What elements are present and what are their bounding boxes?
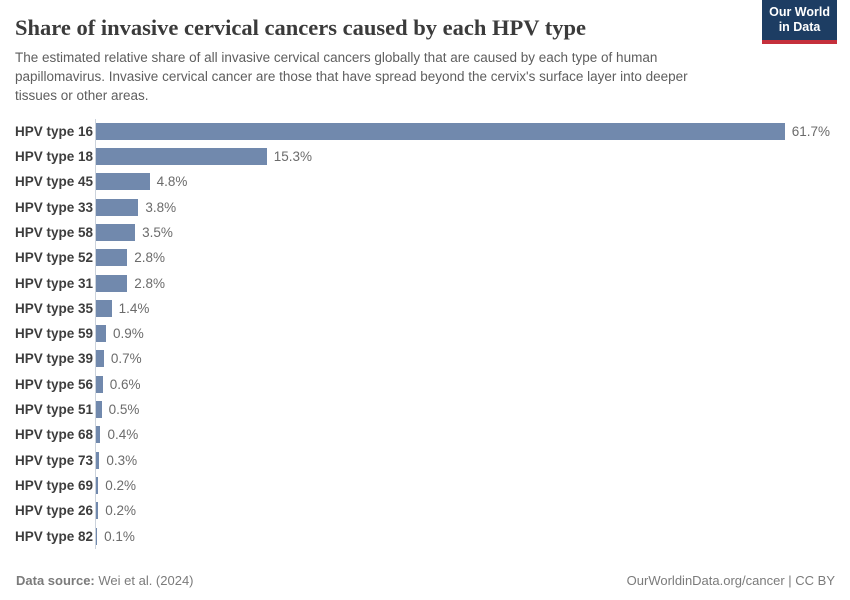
bar-category-label: HPV type 68 — [15, 427, 94, 443]
bar[interactable] — [96, 299, 112, 317]
bar-plot-area: 15.3% — [95, 144, 835, 169]
bar-category-label: HPV type 35 — [15, 300, 94, 316]
bar-category-label: HPV type 51 — [15, 402, 94, 418]
bar-value-label: 61.7% — [791, 123, 831, 139]
chart-row: HPV type 69 0.2% — [15, 473, 835, 498]
chart-row: HPV type 68 0.4% — [15, 422, 835, 447]
bar-plot-area: 3.5% — [95, 220, 835, 245]
bar-plot-area: 0.6% — [95, 372, 835, 397]
bar-plot-area: 1.4% — [95, 296, 835, 321]
bar-plot-area: 0.9% — [95, 321, 835, 346]
bar-value-label: 0.3% — [106, 452, 138, 468]
bar-plot-area: 0.2% — [95, 473, 835, 498]
bar-chart: HPV type 16 61.7% HPV type 18 15.3% HPV type… — [15, 118, 835, 549]
chart-row: HPV type 39 0.7% — [15, 346, 835, 371]
chart-header: Share of invasive cervical cancers cause… — [0, 0, 850, 106]
data-source: Data source: Wei et al. (2024) — [16, 573, 194, 588]
bar-category-label: HPV type 58 — [15, 225, 94, 240]
bar-category-label: HPV type 45 — [15, 174, 94, 190]
bar-category-label: HPV type 82 — [15, 528, 94, 544]
bar[interactable] — [96, 249, 128, 267]
bar-value-label: 0.2% — [105, 503, 136, 519]
bar-value-label: 0.4% — [107, 427, 139, 443]
bar-category-label: HPV type 33 — [15, 199, 94, 215]
chart-row: HPV type 18 15.3% — [15, 144, 835, 169]
bar-value-label: 4.8% — [156, 174, 188, 190]
chart-row: HPV type 82 0.1% — [15, 523, 835, 548]
page-title: Share of invasive cervical cancers cause… — [15, 15, 586, 40]
bar-value-label: 15.3% — [273, 149, 313, 165]
bar-plot-area: 61.7% — [95, 119, 835, 144]
bar-plot-area: 2.8% — [95, 270, 835, 295]
chart-row: HPV type 16 61.7% — [15, 119, 835, 144]
chart-row: HPV type 31 2.8% — [15, 270, 835, 295]
bar[interactable] — [96, 502, 99, 520]
bar[interactable] — [96, 476, 99, 494]
bar-category-label: HPV type 56 — [15, 376, 94, 392]
bar-plot-area: 4.8% — [95, 169, 835, 194]
owid-logo-line1: Our World — [769, 5, 830, 19]
owid-logo-line2: in Data — [778, 19, 821, 34]
bar-category-label: HPV type 31 — [15, 275, 94, 291]
bar[interactable] — [96, 375, 103, 393]
bar-value-label: 0.2% — [105, 477, 136, 493]
bar[interactable] — [96, 224, 136, 241]
bar-value-label: 0.9% — [113, 326, 144, 342]
bar[interactable] — [96, 401, 102, 419]
bar-plot-area: 0.1% — [95, 523, 835, 548]
bar[interactable] — [96, 274, 128, 292]
chart-row: HPV type 51 0.5% — [15, 397, 835, 422]
bar[interactable] — [96, 350, 104, 368]
chart-row: HPV type 56 0.6% — [15, 372, 835, 397]
bar-plot-area: 0.5% — [95, 397, 835, 422]
bar-value-label: 2.8% — [134, 250, 166, 266]
bar-value-label: 0.7% — [110, 351, 142, 367]
bar-category-label: HPV type 69 — [15, 477, 94, 493]
chart-row: HPV type 73 0.3% — [15, 448, 835, 473]
bar-value-label: 0.6% — [109, 376, 141, 392]
chart-row: HPV type 58 3.5% — [15, 220, 835, 245]
bar[interactable] — [96, 198, 139, 216]
bar-category-label: HPV type 16 — [15, 123, 94, 139]
data-source-value: Wei et al. (2024) — [98, 573, 194, 588]
bar-plot-area: 0.2% — [95, 498, 835, 523]
bar[interactable] — [96, 527, 98, 545]
bar-category-label: HPV type 18 — [15, 149, 94, 165]
chart-row: HPV type 45 4.8% — [15, 169, 835, 194]
owid-logo: Our World in Data — [762, 0, 837, 44]
bar-category-label: HPV type 73 — [15, 452, 94, 468]
chart-row: HPV type 33 3.8% — [15, 195, 835, 220]
bar-plot-area: 0.4% — [95, 422, 835, 447]
bar-category-label: HPV type 39 — [15, 351, 94, 367]
bar-value-label: 1.4% — [118, 300, 150, 316]
chart-row: HPV type 52 2.8% — [15, 245, 835, 270]
license-link[interactable]: OurWorldinData.org/cancer | CC BY — [626, 573, 835, 588]
bar[interactable] — [96, 325, 107, 343]
bar-plot-area: 0.3% — [95, 448, 835, 473]
bar-value-label: 3.8% — [145, 199, 177, 215]
chart-footer: Data source: Wei et al. (2024) OurWorldi… — [16, 573, 835, 588]
bar-value-label: 2.8% — [134, 275, 166, 291]
data-source-label: Data source: — [16, 573, 95, 588]
chart-row: HPV type 59 0.9% — [15, 321, 835, 346]
bar[interactable] — [96, 173, 150, 191]
bar-value-label: 0.5% — [108, 402, 140, 418]
bar-category-label: HPV type 52 — [15, 250, 94, 266]
bar-category-label: HPV type 59 — [15, 326, 94, 342]
bar[interactable] — [96, 451, 100, 469]
bar[interactable] — [96, 148, 267, 166]
chart-row: HPV type 26 0.2% — [15, 498, 835, 523]
bar-category-label: HPV type 26 — [15, 503, 94, 519]
y-axis-line — [95, 118, 96, 549]
bar[interactable] — [96, 122, 785, 140]
bar-value-label: 0.1% — [104, 528, 135, 544]
bar-value-label: 3.5% — [142, 225, 173, 240]
bar[interactable] — [96, 426, 101, 444]
bar-plot-area: 0.7% — [95, 346, 835, 371]
bar-plot-area: 2.8% — [95, 245, 835, 270]
bar-plot-area: 3.8% — [95, 195, 835, 220]
chart-subtitle: The estimated relative share of all inva… — [15, 50, 688, 103]
chart-row: HPV type 35 1.4% — [15, 296, 835, 321]
